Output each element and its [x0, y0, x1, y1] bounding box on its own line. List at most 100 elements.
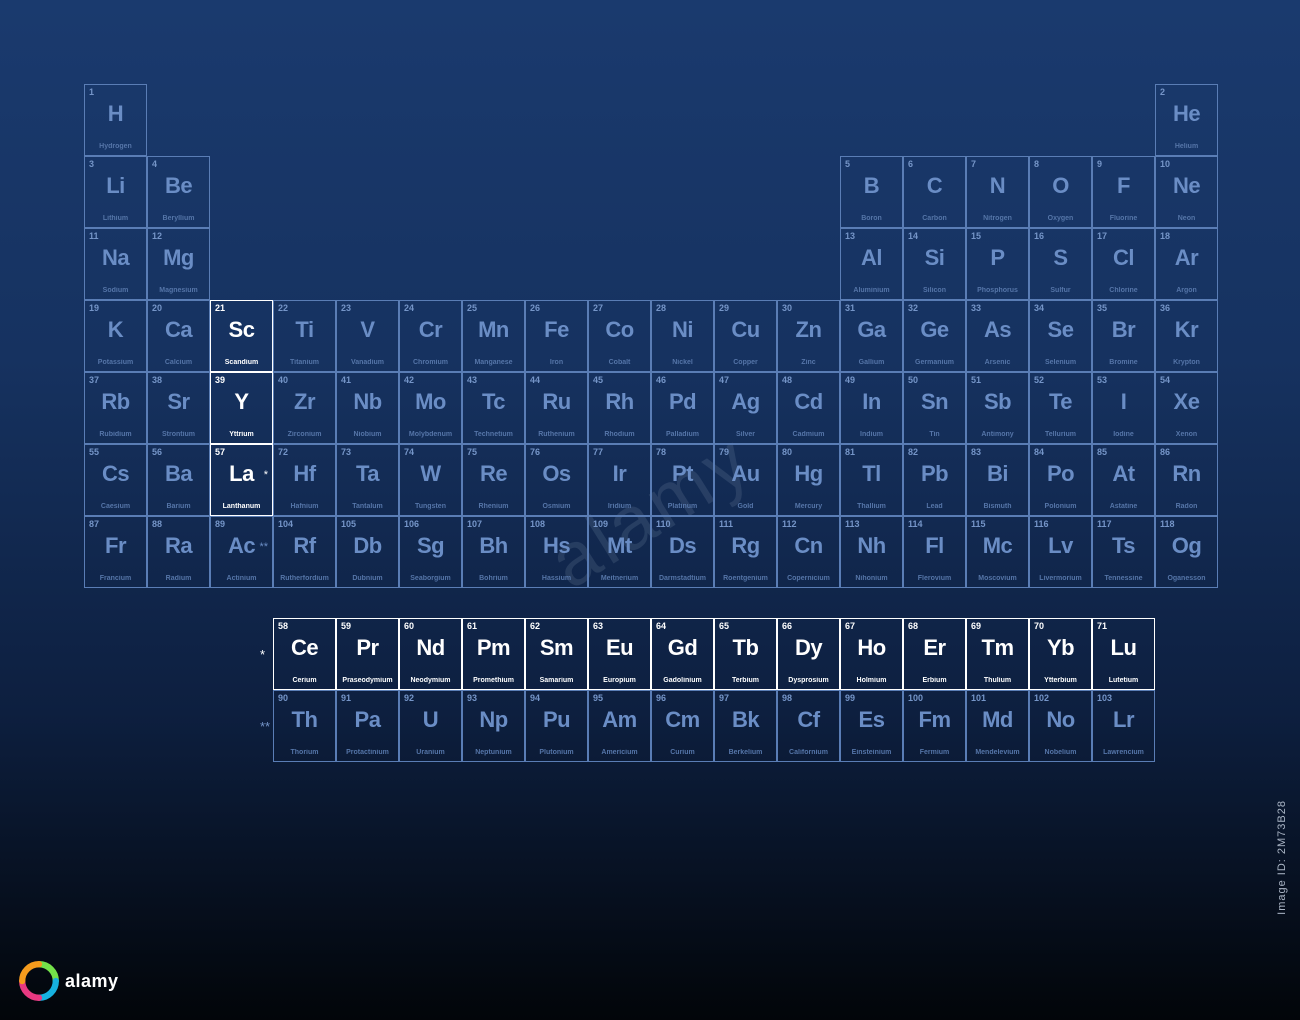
- element-name: Germanium: [908, 359, 961, 366]
- element-name: Rubidium: [89, 431, 142, 438]
- element-symbol: Cs: [89, 463, 142, 485]
- element-name: Phosphorus: [971, 287, 1024, 294]
- element-cell-cf: 98CfCalifornium: [777, 690, 840, 762]
- element-cell-ir: 77IrIridium: [588, 444, 651, 516]
- element-cell-kr: 36KrKrypton: [1155, 300, 1218, 372]
- atomic-number: 20: [152, 304, 205, 313]
- atomic-number: 118: [1160, 520, 1213, 529]
- element-name: Bohrium: [467, 575, 520, 582]
- element-name: Tantalum: [341, 503, 394, 510]
- element-cell-er: 68ErErbium: [903, 618, 966, 690]
- element-cell-pd: 46PdPalladium: [651, 372, 714, 444]
- element-cell-br: 35BrBromine: [1092, 300, 1155, 372]
- element-cell-fe: 26FeIron: [525, 300, 588, 372]
- element-cell-cu: 29CuCopper: [714, 300, 777, 372]
- element-symbol: Yb: [1034, 637, 1087, 659]
- element-symbol: Nd: [404, 637, 457, 659]
- element-name: Radium: [152, 575, 205, 582]
- atomic-number: 34: [1034, 304, 1087, 313]
- element-symbol: Br: [1097, 319, 1150, 341]
- element-cell-mt: 109MtMeitnerium: [588, 516, 651, 588]
- element-name: Neon: [1160, 215, 1213, 222]
- element-symbol: Db: [341, 535, 394, 557]
- element-symbol: Hs: [530, 535, 583, 557]
- atomic-number: 26: [530, 304, 583, 313]
- element-name: Lawrencium: [1097, 749, 1150, 756]
- atomic-number: 37: [89, 376, 142, 385]
- element-cell-fr: 87FrFrancium: [84, 516, 147, 588]
- element-name: Astatine: [1097, 503, 1150, 510]
- element-symbol: K: [89, 319, 142, 341]
- atomic-number: 73: [341, 448, 394, 457]
- element-symbol: No: [1034, 709, 1087, 731]
- element-name: Bromine: [1097, 359, 1150, 366]
- element-cell-ce: 58CeCerium: [273, 618, 336, 690]
- atomic-number: 48: [782, 376, 835, 385]
- element-symbol: Am: [593, 709, 646, 731]
- element-symbol: Nh: [845, 535, 898, 557]
- element-symbol: Ru: [530, 391, 583, 413]
- element-symbol: Mn: [467, 319, 520, 341]
- element-name: Thulium: [971, 677, 1024, 684]
- element-symbol: N: [971, 175, 1024, 197]
- element-symbol: Sr: [152, 391, 205, 413]
- atomic-number: 23: [341, 304, 394, 313]
- element-symbol: Pb: [908, 463, 961, 485]
- f-block: * 58CeCerium59PrPraseodymium60NdNeodymiu…: [274, 619, 1219, 763]
- atomic-number: 75: [467, 448, 520, 457]
- element-symbol: Rb: [89, 391, 142, 413]
- atomic-number: 16: [1034, 232, 1087, 241]
- atomic-number: 46: [656, 376, 709, 385]
- element-cell-pm: 61PmPromethium: [462, 618, 525, 690]
- element-name: Ytterbium: [1034, 677, 1087, 684]
- element-cell-rn: 86RnRadon: [1155, 444, 1218, 516]
- element-cell-po: 84PoPolonium: [1029, 444, 1092, 516]
- element-symbol: Fe: [530, 319, 583, 341]
- element-name: Dysprosium: [782, 677, 835, 684]
- element-name: Seaborgium: [404, 575, 457, 582]
- atomic-number: 8: [1034, 160, 1087, 169]
- atomic-number: 80: [782, 448, 835, 457]
- element-symbol: Tm: [971, 637, 1024, 659]
- atomic-number: 100: [908, 694, 961, 703]
- element-cell-se: 34SeSelenium: [1029, 300, 1092, 372]
- element-name: Arsenic: [971, 359, 1024, 366]
- element-name: Bismuth: [971, 503, 1024, 510]
- element-cell-au: 79AuGold: [714, 444, 777, 516]
- atomic-number: 22: [278, 304, 331, 313]
- element-name: Flerovium: [908, 575, 961, 582]
- atomic-number: 108: [530, 520, 583, 529]
- atomic-number: 30: [782, 304, 835, 313]
- element-cell-na: 11NaSodium: [84, 228, 147, 300]
- element-cell-ne: 10NeNeon: [1155, 156, 1218, 228]
- element-name: Magnesium: [152, 287, 205, 294]
- element-name: Silver: [719, 431, 772, 438]
- element-cell-hg: 80HgMercury: [777, 444, 840, 516]
- element-cell-y: 39YYttrium: [210, 372, 273, 444]
- element-symbol: Li: [89, 175, 142, 197]
- series-marker: **: [259, 541, 268, 553]
- atomic-number: 69: [971, 622, 1024, 631]
- element-name: Fermium: [908, 749, 961, 756]
- element-symbol: S: [1034, 247, 1087, 269]
- atomic-number: 10: [1160, 160, 1213, 169]
- element-name: Tennessine: [1097, 575, 1150, 582]
- atomic-number: 27: [593, 304, 646, 313]
- element-symbol: O: [1034, 175, 1087, 197]
- element-name: Osmium: [530, 503, 583, 510]
- atomic-number: 95: [593, 694, 646, 703]
- element-symbol: Lr: [1097, 709, 1150, 731]
- element-symbol: Kr: [1160, 319, 1213, 341]
- element-cell-hf: 72HfHafnium: [273, 444, 336, 516]
- element-cell-c: 6CCarbon: [903, 156, 966, 228]
- element-symbol: H: [89, 103, 142, 125]
- element-cell-sg: 106SgSeaborgium: [399, 516, 462, 588]
- element-cell-nh: 113NhNihonium: [840, 516, 903, 588]
- element-cell-mc: 115McMoscovium: [966, 516, 1029, 588]
- atomic-number: 43: [467, 376, 520, 385]
- element-cell-lr: 103LrLawrencium: [1092, 690, 1155, 762]
- element-symbol: Og: [1160, 535, 1213, 557]
- element-symbol: P: [971, 247, 1024, 269]
- atomic-number: 52: [1034, 376, 1087, 385]
- element-name: Hafnium: [278, 503, 331, 510]
